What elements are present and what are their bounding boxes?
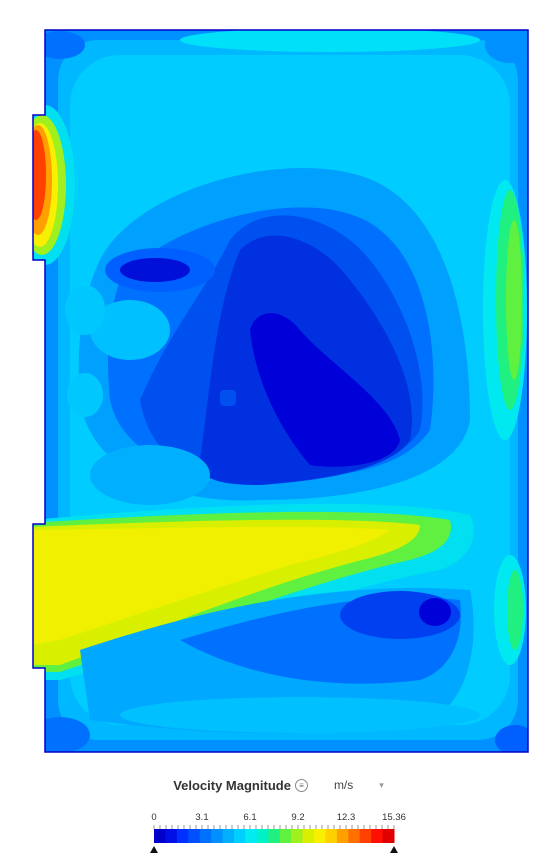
legend-title: Velocity Magnitude xyxy=(173,777,291,793)
velocity-contour-plot xyxy=(32,29,529,753)
range-min-handle[interactable] xyxy=(150,846,158,853)
colorbar-swatch xyxy=(314,829,326,843)
colorbar-swatch xyxy=(382,829,395,843)
colorbar-tick-label: 12.3 xyxy=(337,812,356,823)
colorbar-tick-label: 0 xyxy=(151,812,156,823)
colorbar-swatch xyxy=(336,829,349,843)
colorbar-swatch xyxy=(154,829,166,843)
domain-outline xyxy=(32,29,529,753)
colorbar-swatch xyxy=(325,829,338,843)
colorbar-swatch xyxy=(291,829,304,843)
colorbar-swatch xyxy=(359,829,372,843)
range-max-handle[interactable] xyxy=(390,846,398,853)
colorbar-swatch xyxy=(371,829,384,843)
colorbar-swatch xyxy=(222,829,235,843)
colorbar-swatch xyxy=(176,829,189,843)
colorbar-tick-label: 15.36 xyxy=(382,812,406,823)
chevron-down-icon: ▾ xyxy=(379,779,384,790)
unit-dropdown[interactable]: m/s ▾ xyxy=(334,778,384,792)
contour-field xyxy=(33,30,528,752)
colorbar-swatch xyxy=(245,829,258,843)
colorbar-swatch xyxy=(199,829,212,843)
colorbar-swatch xyxy=(234,829,246,843)
colorbar-swatch xyxy=(279,829,292,843)
colorbar-tick-label: 3.1 xyxy=(195,812,208,823)
colorbar-swatch xyxy=(165,829,178,843)
colorbar-swatch xyxy=(348,829,361,843)
colorbar-swatch xyxy=(211,829,224,843)
legend-header: Velocity Magnitude ≡ m/s ▾ xyxy=(0,776,557,794)
colorbar-swatch xyxy=(268,829,281,843)
unit-label: m/s xyxy=(333,778,354,792)
colorbar-tick-label: 6.1 xyxy=(243,812,256,823)
info-icon[interactable]: ≡ xyxy=(294,778,308,792)
colorbar-swatch xyxy=(188,829,201,843)
colorbar-tick-label: 9.2 xyxy=(291,812,304,823)
colorbar-swatch xyxy=(256,829,269,843)
colorbar-swatch xyxy=(302,829,315,843)
